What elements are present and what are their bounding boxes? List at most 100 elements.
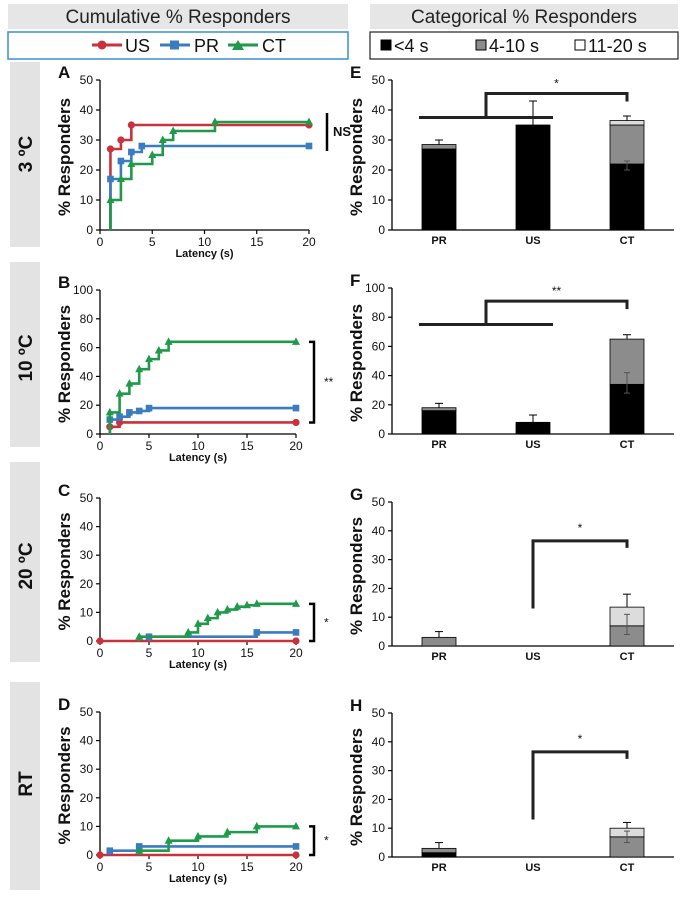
point-pr — [305, 142, 313, 150]
significance-label: * — [578, 521, 583, 535]
series-line-us — [109, 123, 309, 230]
row-label-3c: 3 ºC — [16, 135, 37, 172]
row-strip-2 — [10, 262, 40, 447]
point-pr — [128, 148, 135, 156]
legend-4to10: 4-10 s — [475, 36, 539, 56]
point-ct — [148, 150, 157, 158]
point-ct — [194, 619, 202, 627]
point-ct — [105, 407, 114, 416]
panel-letter: G — [350, 485, 363, 504]
y-tick-label: 80 — [372, 310, 386, 324]
x-tick-label: 0 — [97, 860, 104, 874]
legend-lt4: <4 s — [380, 36, 429, 56]
point-pr — [126, 409, 133, 416]
y-tick-label: 100 — [73, 283, 93, 297]
y-tick-label: 30 — [372, 133, 386, 147]
bar-pr-seg1 — [421, 407, 457, 412]
y-tick-label: 20 — [372, 581, 386, 595]
y-tick-label: 0 — [86, 427, 93, 441]
y-axis-label: % Responders — [55, 512, 74, 630]
category-label: PR — [431, 235, 446, 247]
significance-bracket — [484, 92, 629, 118]
point-ct — [135, 364, 144, 373]
point-us — [292, 418, 300, 427]
panel-letter: E — [350, 63, 361, 82]
y-axis-label: % Responders — [347, 728, 366, 846]
point-ct — [252, 599, 261, 607]
legend-ct-marker — [232, 40, 244, 50]
point-ct — [305, 117, 313, 125]
series-line-ct — [108, 340, 296, 434]
point-ct — [223, 605, 232, 613]
bar-pr-seg1 — [421, 847, 457, 854]
y-tick-label: 80 — [80, 312, 94, 326]
left-header-bg — [8, 4, 348, 29]
y-tick-label: 30 — [80, 548, 94, 562]
point-ct — [210, 117, 219, 125]
x-axis-label: Latency (s) — [175, 248, 233, 260]
left-legend-box — [7, 31, 349, 60]
point-pr — [106, 847, 114, 855]
bar-pr-seg1 — [421, 636, 457, 647]
y-tick-label: 40 — [372, 369, 386, 383]
point-pr — [292, 843, 300, 850]
point-pr — [253, 629, 261, 636]
series-line-ct — [109, 120, 309, 230]
left-header-title: Cumulative % Responders — [66, 7, 291, 28]
y-tick-label: 10 — [80, 193, 94, 207]
y-tick-label: 10 — [80, 605, 94, 619]
point-ct — [164, 836, 173, 844]
y-tick-label: 0 — [378, 223, 385, 237]
y-tick-label: 10 — [372, 193, 386, 207]
y-tick-label: 60 — [80, 341, 94, 355]
panel-f: 0 20 40 60 80 100 F % Responders PR US CT ** — [347, 271, 674, 451]
legend-us-marker — [97, 40, 107, 50]
x-tick-label: 20 — [289, 439, 303, 453]
significance-bracket — [309, 602, 316, 643]
point-pr — [117, 157, 125, 165]
series-line-ct — [137, 825, 296, 855]
right-legend-box — [369, 31, 679, 60]
y-tick-label: 20 — [80, 577, 94, 591]
right-header-title: Categorical % Responders — [411, 7, 637, 28]
category-label: US — [525, 439, 540, 451]
legend-ct-label: CT — [262, 36, 286, 56]
y-tick-label: 0 — [378, 639, 385, 653]
legend-4to10-swatch — [475, 39, 487, 51]
y-tick-label: 20 — [80, 791, 94, 805]
row-label-20c: 20 ºC — [16, 542, 37, 589]
x-tick-label: 5 — [146, 860, 153, 874]
y-tick-label: 50 — [372, 706, 386, 720]
point-ct — [203, 613, 212, 622]
point-pr — [116, 413, 123, 421]
point-ct — [292, 599, 300, 607]
bar-ct-seg1 — [609, 124, 645, 165]
x-tick-label: 0 — [97, 439, 104, 453]
point-us — [106, 145, 115, 153]
x-axis-label: Latency (s) — [169, 873, 227, 885]
y-tick-label: 100 — [365, 281, 385, 295]
y-tick-label: 10 — [372, 821, 386, 835]
point-ct — [164, 337, 173, 345]
point-ct — [135, 846, 144, 854]
category-label: PR — [431, 651, 446, 663]
point-ct — [213, 607, 222, 616]
point-ct — [184, 627, 193, 636]
point-us — [292, 637, 300, 645]
category-label: CT — [620, 439, 635, 451]
point-ct — [158, 135, 167, 143]
y-axis-label: % Responders — [55, 98, 74, 216]
x-tick-label: 0 — [97, 235, 104, 249]
point-ct — [223, 827, 232, 836]
y-tick-label: 10 — [372, 610, 386, 624]
point-ct — [115, 389, 124, 397]
legend-pr: PR — [160, 36, 219, 56]
x-tick-label: 20 — [302, 235, 316, 249]
point-ct — [194, 831, 202, 840]
x-tick-label: 10 — [198, 235, 212, 249]
significance-label: * — [554, 77, 559, 91]
significance-label: * — [324, 834, 329, 848]
x-tick-label: 15 — [250, 235, 264, 249]
y-tick-label: 40 — [372, 524, 386, 538]
